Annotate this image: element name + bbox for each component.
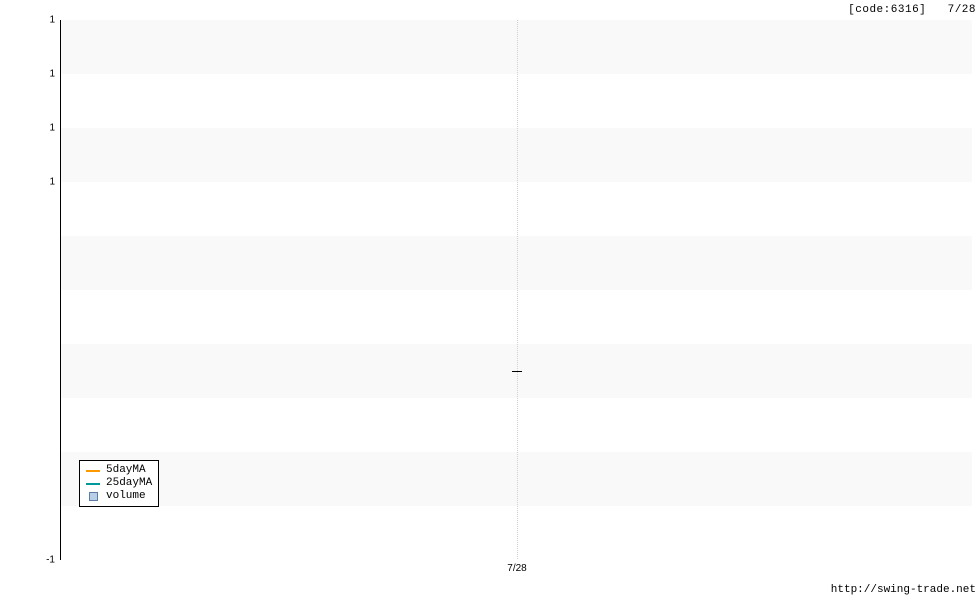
legend-item: volume — [86, 490, 152, 503]
source-url: http://swing-trade.net — [831, 584, 976, 596]
legend-swatch — [86, 470, 100, 472]
header-date: 7/28 — [948, 4, 976, 16]
legend-swatch — [86, 483, 100, 485]
x-tick-label: 7/28 — [507, 559, 526, 574]
legend-swatch — [86, 492, 100, 501]
y-tick-label: 1 — [49, 69, 61, 80]
chart-container: { "header": { "code_label": "[code:6316]… — [0, 0, 980, 600]
legend-label: volume — [106, 490, 146, 503]
legend-label: 5dayMA — [106, 464, 146, 477]
plot-area: 1111-17/285dayMA25dayMAvolume — [60, 20, 972, 560]
legend-item: 25dayMA — [86, 477, 152, 490]
data-marker — [512, 371, 522, 372]
legend-item: 5dayMA — [86, 464, 152, 477]
y-tick-label: 1 — [49, 123, 61, 134]
y-tick-label: 1 — [49, 177, 61, 188]
code-label: [code:6316] — [848, 4, 926, 16]
center-guide-line — [517, 20, 518, 559]
chart-header: [code:6316] 7/28 — [848, 4, 976, 16]
legend-label: 25dayMA — [106, 477, 152, 490]
y-tick-label: 1 — [49, 15, 61, 26]
y-tick-label: -1 — [46, 555, 61, 566]
legend: 5dayMA25dayMAvolume — [79, 460, 159, 507]
